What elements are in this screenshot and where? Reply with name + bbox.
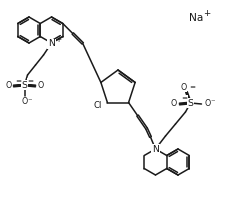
Text: =: = (27, 78, 33, 84)
Text: S: S (187, 99, 193, 107)
Text: Cl: Cl (93, 101, 101, 110)
Text: S: S (22, 81, 27, 89)
Text: N: N (48, 40, 55, 48)
Text: =: = (181, 95, 187, 101)
Text: O: O (170, 100, 176, 108)
Text: O: O (204, 100, 210, 108)
Text: Na: Na (188, 13, 202, 23)
Text: N: N (151, 144, 158, 154)
Text: O: O (21, 98, 27, 106)
Text: O: O (180, 82, 186, 92)
Text: O: O (5, 81, 12, 90)
Text: =: = (15, 78, 22, 84)
Text: +: + (55, 37, 61, 43)
Text: =: = (189, 84, 195, 90)
Text: O: O (37, 81, 44, 90)
Text: ⁻: ⁻ (27, 98, 32, 106)
Text: ⁻: ⁻ (209, 99, 214, 107)
Text: +: + (202, 8, 210, 18)
